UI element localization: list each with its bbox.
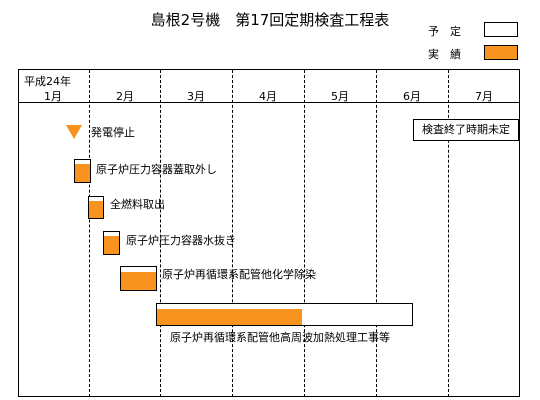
month-label: 2月: [116, 90, 134, 103]
triangle-down-icon: [66, 125, 82, 139]
month-label: 5月: [331, 90, 349, 103]
task-actual-fill: [121, 272, 156, 290]
page-title: 島根2号機 第17回定期検査工程表: [150, 11, 390, 29]
task-label: 原子炉再循環系配管他化学除染: [162, 268, 316, 281]
month-divider: [160, 70, 161, 397]
month-label: 1月: [44, 90, 62, 103]
era-year-label: 平成24年: [24, 75, 71, 88]
month-label: 3月: [187, 90, 205, 103]
milestone-label: 発電停止: [91, 126, 135, 139]
task-bar: [74, 159, 91, 183]
task-bar: [120, 266, 157, 291]
month-divider: [89, 70, 90, 397]
task-actual-fill: [75, 164, 90, 182]
legend-planned-label: 予 定: [428, 25, 461, 38]
legend-actual-label: 実 績: [428, 48, 461, 61]
month-label: 6月: [403, 90, 421, 103]
header-divider: [18, 102, 520, 103]
task-actual-fill: [104, 236, 119, 254]
task-actual-fill: [89, 201, 103, 218]
task-bar: [103, 231, 120, 255]
month-label: 4月: [259, 90, 277, 103]
task-label: 原子炉圧力容器蓋取外し: [96, 163, 217, 176]
task-label: 原子炉再循環系配管他高周波加熱処理工事等: [170, 331, 390, 344]
task-bar: [88, 196, 104, 219]
month-divider: [304, 70, 305, 397]
month-divider: [232, 70, 233, 397]
inspection-end-note: 検査終了時期未定: [413, 119, 519, 141]
schedule-frame: [18, 69, 520, 397]
task-label: 全燃料取出: [110, 198, 165, 211]
month-label: 7月: [475, 90, 493, 103]
month-divider: [376, 70, 377, 397]
legend-actual-swatch: [484, 45, 518, 60]
task-actual-fill: [157, 309, 302, 325]
legend-planned-swatch: [484, 22, 518, 37]
task-label: 原子炉圧力容器水抜き: [126, 234, 236, 247]
month-divider: [448, 70, 449, 397]
task-bar: [156, 303, 413, 326]
